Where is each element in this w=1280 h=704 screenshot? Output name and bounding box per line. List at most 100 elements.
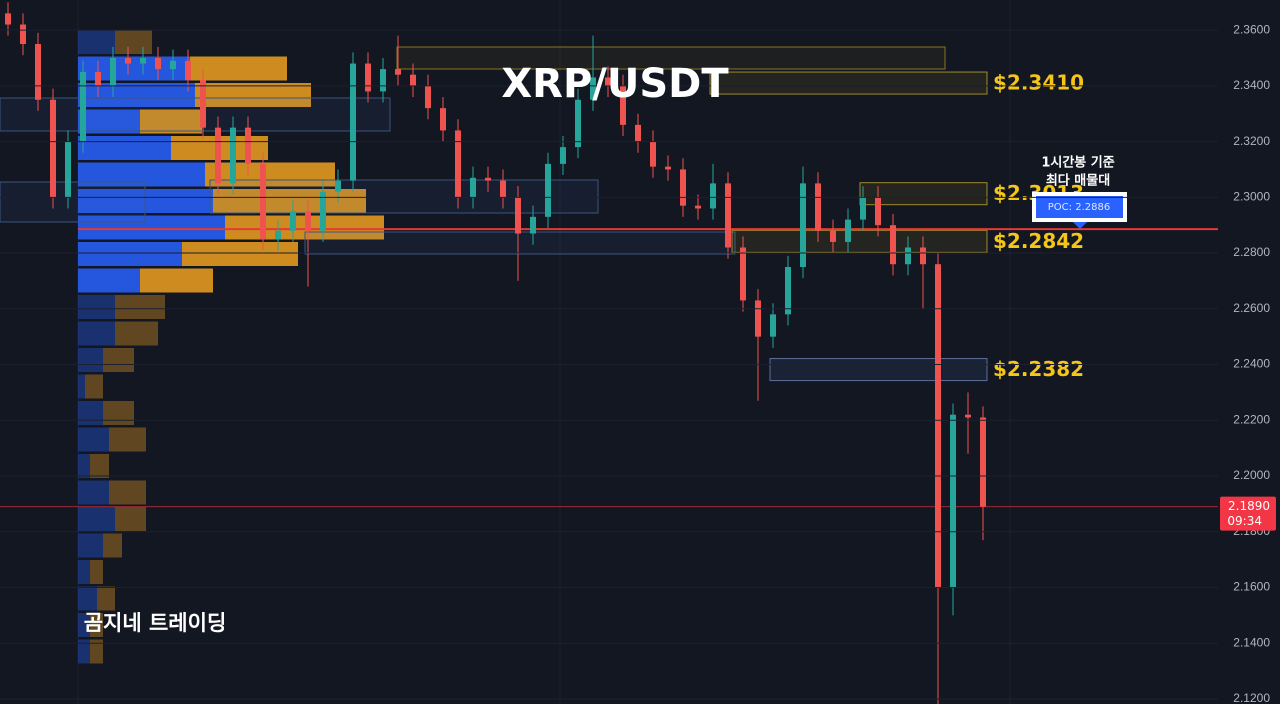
profile-buy <box>78 639 90 664</box>
profile-sell <box>213 189 366 213</box>
candle-body <box>245 127 251 164</box>
candle-body <box>485 177 491 181</box>
candle-body <box>95 71 101 86</box>
profile-sell <box>115 321 158 346</box>
profile-buy <box>78 242 182 266</box>
profile-buy <box>78 427 109 452</box>
profile-sell <box>103 533 122 558</box>
candle-body <box>5 13 11 25</box>
candle-body <box>470 177 476 198</box>
level-label: $2.2842 <box>993 229 1084 253</box>
level-label: $2.2382 <box>993 357 1084 381</box>
candle-body <box>620 85 626 125</box>
profile-buy <box>78 507 115 531</box>
candle-body <box>980 417 986 507</box>
candle-body <box>320 191 326 231</box>
candle-body <box>35 44 41 100</box>
poc-box <box>1036 196 1123 218</box>
price-axis: 2.12002.14002.16002.18002.20002.22002.24… <box>0 22 1276 704</box>
note: 최다 매물대 <box>1046 173 1110 189</box>
level-box <box>709 71 988 95</box>
candle-body <box>755 300 761 337</box>
candle-body <box>710 183 716 209</box>
profile-sell <box>90 454 109 478</box>
candle-body <box>860 197 866 220</box>
profile-sell <box>90 639 103 664</box>
profile-sell <box>205 162 335 187</box>
candle-body <box>770 314 776 337</box>
profile-sell <box>115 295 165 319</box>
candle-body <box>830 230 836 242</box>
y-tick-label: 2.2800 <box>1233 245 1270 259</box>
candle-body <box>350 63 356 181</box>
profile-buy <box>78 348 103 372</box>
candle-body <box>155 57 161 70</box>
y-tick-label: 2.2600 <box>1233 301 1270 315</box>
candle-body <box>875 197 881 226</box>
y-tick-label: 2.3000 <box>1233 189 1270 203</box>
y-tick-label: 2.1400 <box>1233 635 1270 649</box>
candle-body <box>650 141 656 167</box>
candle-body <box>800 183 806 267</box>
candle-body <box>80 71 86 142</box>
profile-buy <box>78 109 140 134</box>
profile-sell <box>109 480 146 505</box>
current-price-box <box>1220 496 1276 531</box>
profile-buy <box>78 613 90 637</box>
candle-body <box>440 108 446 131</box>
candle-body <box>680 169 686 206</box>
chart-title: XRP/USDT <box>501 61 729 107</box>
candle-body <box>815 183 821 231</box>
candle-body <box>140 57 146 64</box>
y-tick-label: 2.1600 <box>1233 580 1270 594</box>
candle-body <box>395 69 401 75</box>
profile-buy <box>78 586 97 611</box>
candle-body <box>845 219 851 242</box>
candle-body <box>560 147 566 164</box>
candle-body <box>335 180 341 192</box>
profile-sell <box>115 30 152 54</box>
candle-body <box>365 63 371 92</box>
candle-body <box>410 74 416 86</box>
candle-body <box>530 216 536 234</box>
profile-sell <box>97 586 115 611</box>
candle-body <box>20 24 26 45</box>
candle-body <box>230 127 236 184</box>
profile-buy <box>78 321 115 346</box>
level-box <box>731 229 988 253</box>
y-tick-label: 2.3200 <box>1233 134 1270 148</box>
candle-body <box>425 85 431 109</box>
candle-body <box>950 414 956 588</box>
profile-sell <box>103 348 134 372</box>
profile-buy <box>78 480 109 505</box>
candle-body <box>905 247 911 265</box>
y-tick-label: 2.3400 <box>1233 78 1270 92</box>
candle-body <box>110 57 116 86</box>
candle-body <box>125 57 131 64</box>
profile-buy <box>78 268 140 293</box>
candle-body <box>260 163 266 240</box>
profile-buy <box>78 560 90 584</box>
y-tick-label: 2.2200 <box>1233 412 1270 426</box>
candle-body <box>575 99 581 148</box>
profile-sell <box>90 613 103 637</box>
level-box <box>769 358 988 382</box>
candle-body <box>515 197 521 234</box>
candle-body <box>290 211 296 231</box>
profile-buy <box>78 454 90 478</box>
zone-box <box>0 97 391 132</box>
y-tick-label: 2.2400 <box>1233 357 1270 371</box>
candles <box>5 2 986 704</box>
profile-buy <box>78 136 171 160</box>
profile-buy <box>78 533 103 558</box>
candle-body <box>920 247 926 265</box>
candle-body <box>935 264 941 588</box>
candle-body <box>275 230 281 240</box>
note: 1시간봉 기준 <box>1041 155 1114 171</box>
profile-buy <box>78 30 115 54</box>
candle-body <box>965 414 971 418</box>
profile-sell <box>140 268 213 293</box>
profile-sell <box>182 242 298 266</box>
level-label: $2.3410 <box>993 71 1084 95</box>
